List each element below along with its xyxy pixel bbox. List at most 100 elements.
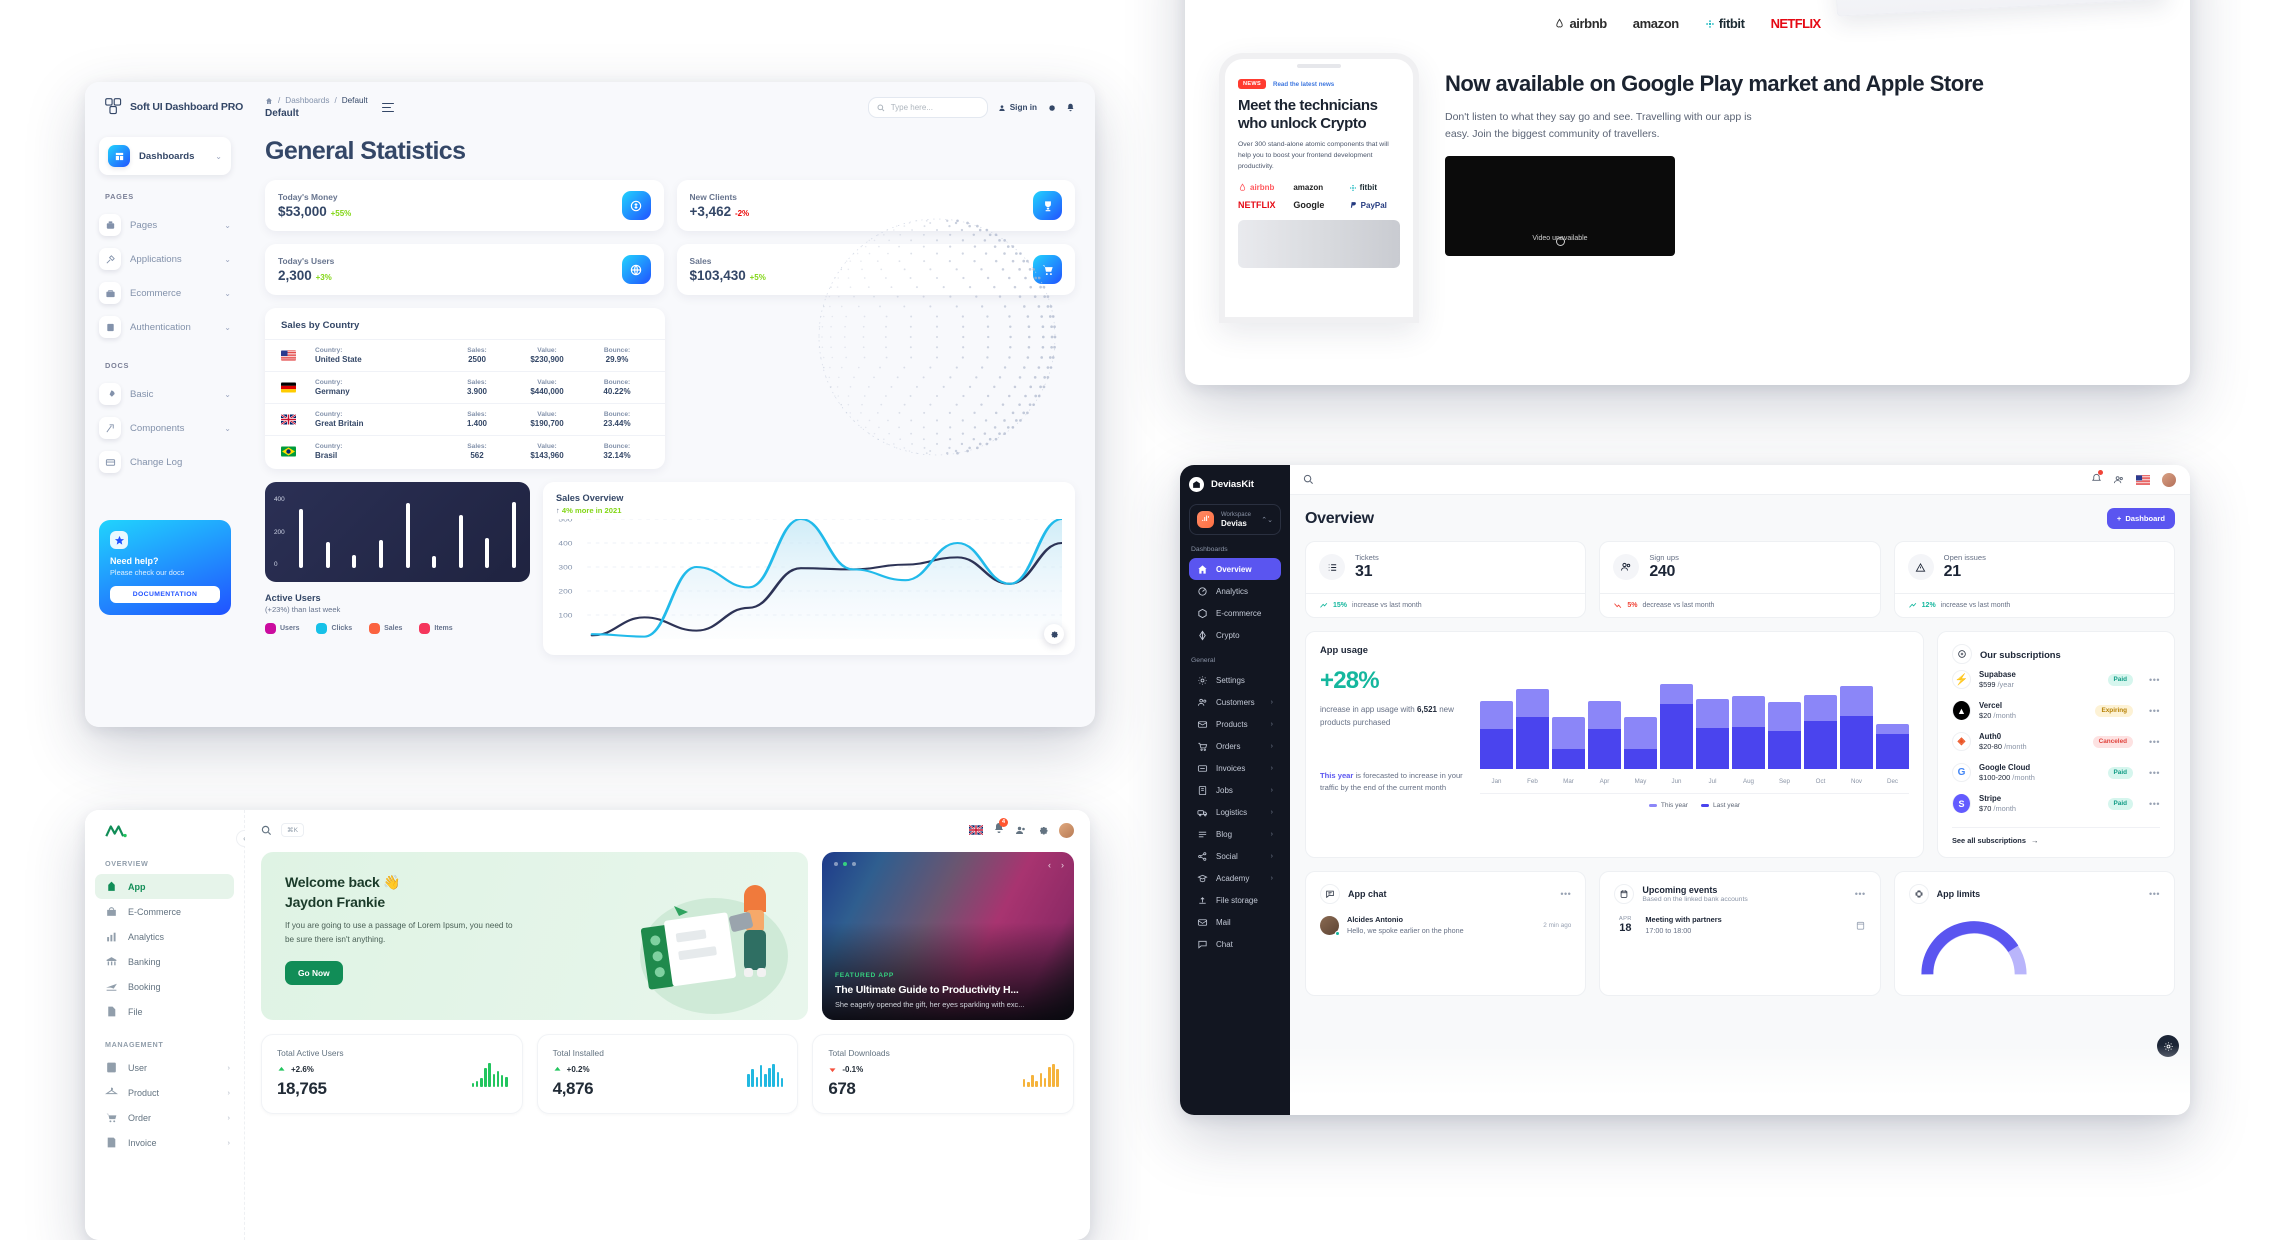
chat-icon xyxy=(1197,939,1208,950)
soft-ui-brand[interactable]: Soft UI Dashboard PRO xyxy=(85,82,245,115)
sidebar-item-user[interactable]: User › xyxy=(85,1055,244,1080)
more-menu-button[interactable]: ••• xyxy=(2149,889,2160,899)
sidebar-item-analytics[interactable]: Analytics xyxy=(85,924,244,949)
cell-country: Great Britain xyxy=(315,419,364,428)
flag-us-icon[interactable] xyxy=(2136,474,2150,485)
more-menu-button[interactable]: ••• xyxy=(2149,767,2160,778)
home-icon[interactable] xyxy=(265,97,273,105)
gear-icon[interactable] xyxy=(1047,103,1056,112)
sidebar-item-ecommerce[interactable]: E-Commerce xyxy=(85,899,244,924)
sidebar-item-e-commerce[interactable]: E-commerce xyxy=(1189,602,1281,624)
sidebar-item-app[interactable]: App xyxy=(95,874,234,899)
stat-card-todays-money: Today's Money $53,000 +55% xyxy=(265,180,664,231)
sidebar-item-academy[interactable]: Academy › xyxy=(1189,867,1281,889)
sidebar-item-orders[interactable]: Orders › xyxy=(1189,735,1281,757)
breadcrumb-parent[interactable]: Dashboards xyxy=(285,96,330,105)
sidebar-item-components[interactable]: Components ⌄ xyxy=(85,411,245,445)
search-input[interactable]: Type here... xyxy=(867,97,988,118)
event-row[interactable]: APR 18 Meeting with partners 17:00 to 18… xyxy=(1614,915,1865,935)
add-dashboard-button[interactable]: + Dashboard xyxy=(2106,508,2175,529)
sidebar-item-invoices[interactable]: Invoices › xyxy=(1189,757,1281,779)
minimal-logo[interactable] xyxy=(85,810,244,843)
more-menu-button[interactable]: ••• xyxy=(1560,889,1572,899)
sidebar-item-ecommerce[interactable]: Ecommerce ⌄ xyxy=(85,276,245,310)
news-kicker[interactable]: Read the latest news xyxy=(1272,80,1335,88)
user-icon xyxy=(999,104,1005,111)
contacts-icon[interactable] xyxy=(2113,474,2125,485)
sidebar-item-jobs[interactable]: Jobs › xyxy=(1189,779,1281,801)
calendar-icon[interactable] xyxy=(1855,920,1866,931)
col-bounce: Bounce: xyxy=(603,379,631,386)
gear-icon[interactable] xyxy=(1044,624,1064,644)
sidebar-item-label: Order xyxy=(128,1112,152,1123)
featured-card[interactable]: ‹ › FEATURED APP The Ultimate Guide to Pr… xyxy=(822,852,1074,1020)
sidebar-item-mail[interactable]: Mail xyxy=(1189,911,1281,933)
devias-brand[interactable]: DeviasKit xyxy=(1189,477,1281,492)
sidebar-item-settings[interactable]: Settings xyxy=(1189,669,1281,691)
app-usage-card: App usage +28% increase in app usage wit… xyxy=(1305,631,1924,858)
sidebar-item-change-log[interactable]: Change Log xyxy=(85,445,245,479)
sidebar-item-dashboards[interactable]: Dashboards ⌄ xyxy=(99,137,231,175)
sidebar-item-customers[interactable]: Customers › xyxy=(1189,691,1281,713)
see-all-subscriptions-link[interactable]: See all subscriptions → xyxy=(1952,827,2160,845)
bell-icon[interactable] xyxy=(1066,103,1075,112)
chart-column xyxy=(1804,667,1837,769)
more-menu-button[interactable]: ••• xyxy=(2149,798,2160,809)
sidebar-item-chat[interactable]: Chat xyxy=(1189,933,1281,955)
sidebar-item-banking[interactable]: Banking xyxy=(85,949,244,974)
stat-delta: -2% xyxy=(734,209,750,218)
sidebar-item-label: Product xyxy=(128,1087,160,1098)
sidebar-item-order[interactable]: Order › xyxy=(85,1105,244,1130)
notifications-button[interactable]: 4 xyxy=(993,818,1008,839)
chevron-right-icon: › xyxy=(227,1088,231,1097)
sign-in-button[interactable]: Sign in xyxy=(998,103,1037,112)
sidebar-item-social[interactable]: Social › xyxy=(1189,845,1281,867)
menu-toggle-button[interactable] xyxy=(381,102,394,113)
avatar[interactable] xyxy=(1059,822,1074,838)
sidebar-item-applications[interactable]: Applications ⌄ xyxy=(85,242,245,276)
carousel-nav[interactable]: ‹ › xyxy=(1048,860,1064,870)
sidebar-item-crypto[interactable]: Crypto xyxy=(1189,624,1281,646)
flag-gb-icon[interactable] xyxy=(969,825,983,835)
note-link[interactable]: This year xyxy=(1320,770,1354,780)
more-menu-button[interactable]: ••• xyxy=(2149,674,2160,685)
globe-illustration xyxy=(818,218,1057,456)
documentation-button[interactable]: DOCUMENTATION xyxy=(110,586,220,603)
sidebar-item-label: Social xyxy=(1216,851,1238,861)
more-menu-button[interactable]: ••• xyxy=(1854,889,1866,899)
avatar[interactable] xyxy=(2161,471,2177,488)
go-now-button[interactable]: Go Now xyxy=(285,960,343,985)
sidebar-item-overview[interactable]: Overview xyxy=(1189,558,1281,580)
chat-message[interactable]: Alcides Antonio Hello, we spoke earlier … xyxy=(1320,915,1571,936)
sidebar-item-pages[interactable]: Pages ⌄ xyxy=(85,208,245,242)
contacts-icon[interactable] xyxy=(1015,824,1027,836)
gear-icon[interactable] xyxy=(1037,824,1049,836)
sidebar-item-file-storage[interactable]: File storage xyxy=(1189,889,1281,911)
carousel-dots[interactable] xyxy=(834,862,856,866)
sales-by-country-card: Sales by Country Country: United State S… xyxy=(265,308,665,469)
soft-ui-charts-row: 400 200 0 Active Users (+23%) than last … xyxy=(245,469,1095,655)
trend-up-icon xyxy=(554,1066,561,1071)
sidebar-item-product[interactable]: Product › xyxy=(85,1080,244,1105)
products-icon xyxy=(1197,719,1208,730)
sidebar-item-file[interactable]: File xyxy=(85,999,244,1024)
pages-icon xyxy=(99,214,121,236)
more-menu-button[interactable]: ••• xyxy=(2149,736,2160,747)
sidebar-item-label: Ecommerce xyxy=(130,287,182,299)
x-tick: May xyxy=(1634,778,1647,785)
sidebar-item-blog[interactable]: Blog › xyxy=(1189,823,1281,845)
sidebar-item-booking[interactable]: Booking xyxy=(85,974,244,999)
notifications-button[interactable] xyxy=(2091,469,2103,489)
sidebar-item-basic[interactable]: Basic ⌄ xyxy=(85,377,245,411)
sidebar-item-logistics[interactable]: Logistics › xyxy=(1189,801,1281,823)
more-menu-button[interactable]: ••• xyxy=(2149,705,2160,716)
sidebar-item-products[interactable]: Products › xyxy=(1189,713,1281,735)
sidebar-item-analytics[interactable]: Analytics xyxy=(1189,580,1281,602)
sidebar-item-invoice[interactable]: Invoice › xyxy=(85,1130,244,1155)
video-player[interactable]: Video unavailable xyxy=(1445,156,1675,257)
workspace-selector[interactable]: .ıl' Workspace Devias ⌃⌄ xyxy=(1189,504,1281,535)
active-users-legend: Users Clicks Sales Items xyxy=(265,623,530,634)
search-icon[interactable] xyxy=(1303,474,1314,485)
search-icon[interactable] xyxy=(261,825,272,836)
sidebar-item-authentication[interactable]: Authentication ⌄ xyxy=(85,310,245,344)
